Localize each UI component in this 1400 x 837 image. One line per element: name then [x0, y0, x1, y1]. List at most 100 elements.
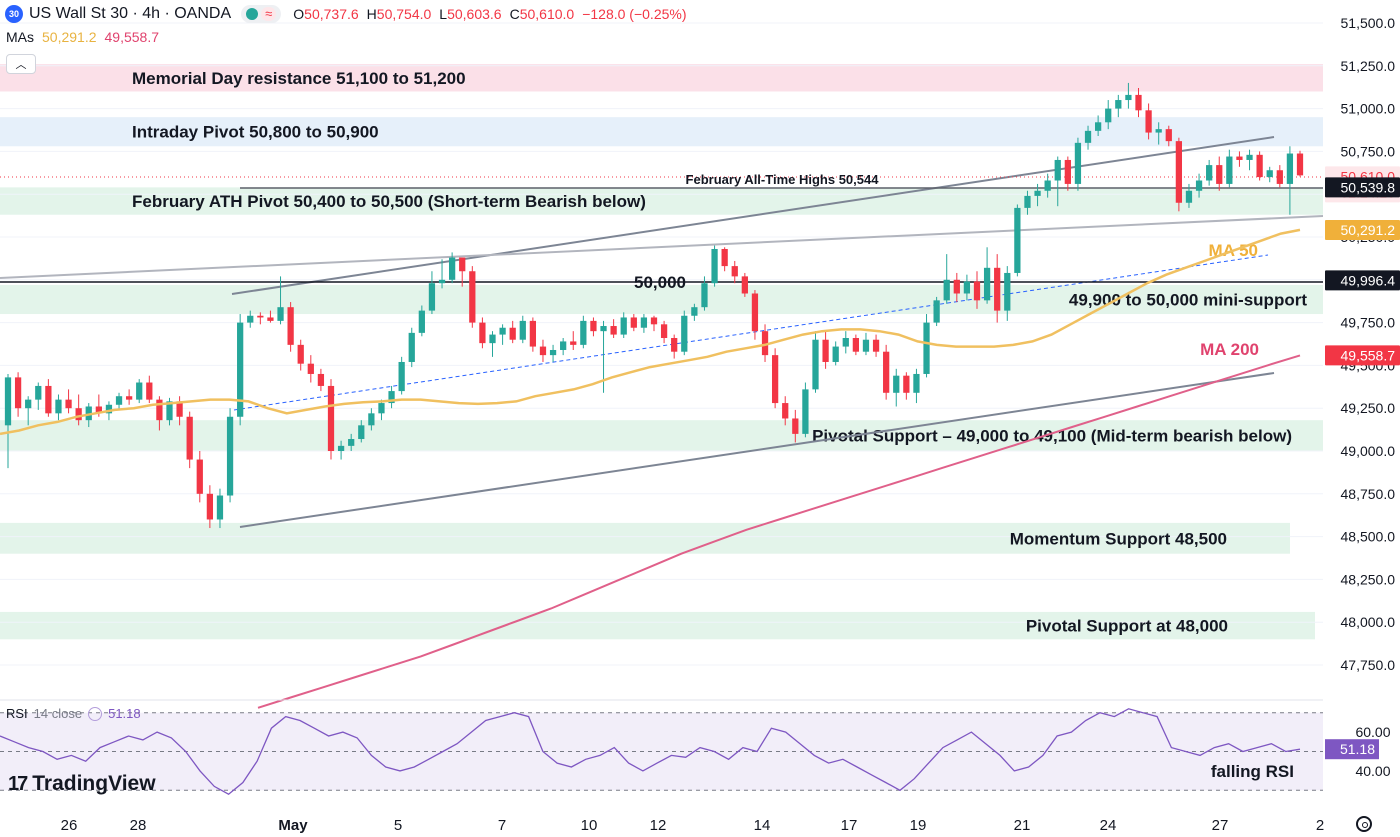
candle-body[interactable]	[761, 331, 769, 356]
candle-body[interactable]	[711, 248, 718, 284]
candle-body[interactable]	[358, 425, 365, 440]
candle-body[interactable]	[1105, 108, 1112, 123]
candle-body[interactable]	[176, 401, 183, 417]
candle-body[interactable]	[196, 459, 203, 494]
candle-body[interactable]	[913, 373, 920, 393]
candle-body[interactable]	[963, 281, 971, 294]
candle-body[interactable]	[277, 307, 284, 321]
candle-body[interactable]	[660, 324, 668, 339]
candle-body[interactable]	[620, 317, 627, 335]
candle-body[interactable]	[580, 320, 587, 345]
candle-body[interactable]	[1276, 170, 1283, 184]
candle-body[interactable]	[994, 267, 1001, 311]
candle-body[interactable]	[560, 341, 567, 350]
candle-body[interactable]	[600, 326, 607, 332]
candle-body[interactable]	[1175, 141, 1183, 203]
candle-body[interactable]	[893, 375, 900, 393]
candle-body[interactable]	[1084, 130, 1092, 143]
candle-body[interactable]	[479, 322, 486, 344]
candle-body[interactable]	[1094, 122, 1102, 131]
candle-body[interactable]	[872, 339, 880, 352]
collapse-legend-button[interactable]: ︿	[6, 54, 36, 74]
candle-body[interactable]	[469, 271, 476, 323]
price-badge-1[interactable]	[1325, 177, 1400, 198]
candle-body[interactable]	[65, 399, 72, 409]
candle-body[interactable]	[933, 300, 940, 323]
candle-body[interactable]	[771, 355, 779, 404]
candle-body[interactable]	[1145, 110, 1152, 133]
candle-body[interactable]	[721, 248, 728, 267]
candle-body[interactable]	[953, 279, 960, 294]
price-badge-2[interactable]	[1325, 219, 1400, 240]
tradingview-logo[interactable]: 17 TradingView	[8, 772, 156, 796]
candle-body[interactable]	[418, 310, 425, 333]
candle-body[interactable]	[25, 399, 32, 409]
candle-body[interactable]	[822, 339, 829, 362]
candle-body[interactable]	[4, 377, 12, 426]
candle-body[interactable]	[923, 322, 930, 374]
ma200-line[interactable]	[257, 354, 1301, 709]
candle-body[interactable]	[1296, 153, 1304, 176]
candle-body[interactable]	[348, 439, 355, 446]
candle-body[interactable]	[1034, 190, 1041, 196]
candle-body[interactable]	[751, 293, 759, 332]
candle-body[interactable]	[146, 382, 153, 400]
symbol-badge[interactable]: 30	[5, 5, 23, 23]
candle-body[interactable]	[782, 403, 789, 419]
candle-body[interactable]	[166, 401, 173, 421]
candle-body[interactable]	[1115, 100, 1122, 109]
candle-body[interactable]	[1206, 165, 1213, 181]
candle-body[interactable]	[1236, 156, 1243, 160]
trendline-1[interactable]	[0, 215, 1324, 279]
candle-body[interactable]	[216, 495, 224, 520]
candle-body[interactable]	[206, 493, 214, 520]
candle-body[interactable]	[862, 339, 870, 352]
candle-body[interactable]	[903, 375, 910, 393]
price-badge-3[interactable]	[1325, 270, 1400, 291]
candle-body[interactable]	[812, 339, 819, 390]
candle-body[interactable]	[983, 267, 991, 301]
candle-body[interactable]	[1246, 154, 1253, 160]
candle-body[interactable]	[388, 391, 395, 404]
candle-body[interactable]	[731, 266, 738, 277]
candle-body[interactable]	[1135, 94, 1142, 111]
candle-body[interactable]	[156, 399, 163, 421]
candle-body[interactable]	[701, 283, 708, 308]
candle-body[interactable]	[1054, 159, 1061, 181]
candle-body[interactable]	[883, 351, 890, 393]
candle-body[interactable]	[105, 404, 113, 414]
candle-body[interactable]	[45, 385, 52, 414]
candle-body[interactable]	[1216, 165, 1223, 184]
candle-body[interactable]	[368, 413, 375, 426]
candle-body[interactable]	[75, 408, 82, 421]
candle-body[interactable]	[842, 338, 849, 347]
ma-legend[interactable]: MAs 50,291.2 49,558.7	[6, 29, 159, 45]
candle-body[interactable]	[459, 257, 466, 272]
settings-icon[interactable]	[1356, 816, 1372, 832]
candle-body[interactable]	[681, 315, 688, 352]
candle-body[interactable]	[297, 344, 304, 364]
market-status-pill[interactable]: ≈	[241, 5, 282, 23]
candle-body[interactable]	[247, 315, 254, 323]
candle-body[interactable]	[1195, 180, 1203, 191]
eye-icon[interactable]	[88, 706, 103, 721]
candle-body[interactable]	[287, 307, 294, 345]
candle-body[interactable]	[438, 279, 446, 284]
price-badge-4[interactable]	[1325, 345, 1400, 366]
rsi-line[interactable]	[0, 708, 1301, 795]
candle-body[interactable]	[519, 320, 526, 340]
candle-body[interactable]	[136, 382, 143, 400]
trendline-2[interactable]	[239, 372, 1275, 528]
candle-body[interactable]	[570, 341, 577, 345]
symbol-title[interactable]: US Wall St 30 · 4h · OANDA	[29, 5, 232, 22]
candle-body[interactable]	[973, 281, 981, 301]
candle-body[interactable]	[650, 317, 658, 325]
candle-body[interactable]	[327, 385, 335, 451]
candle-body[interactable]	[499, 327, 506, 335]
candle-body[interactable]	[186, 416, 193, 460]
rsi-legend[interactable]: RSI 14 close 51.18	[6, 706, 141, 721]
candle-body[interactable]	[226, 416, 234, 496]
candle-body[interactable]	[640, 317, 648, 328]
candle-body[interactable]	[35, 385, 42, 400]
